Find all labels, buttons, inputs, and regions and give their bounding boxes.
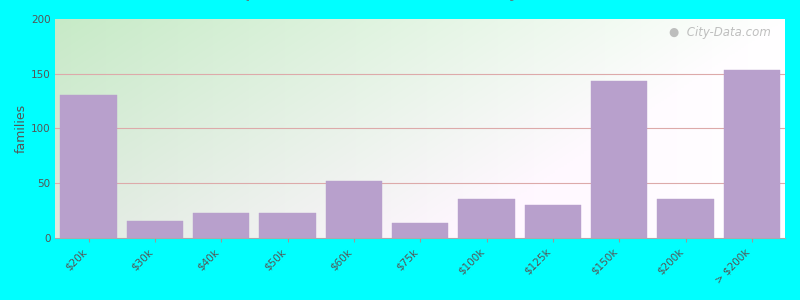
Bar bbox=[392, 223, 448, 238]
Bar bbox=[658, 199, 714, 238]
Bar bbox=[458, 199, 514, 238]
Bar bbox=[326, 181, 382, 238]
Bar bbox=[193, 214, 250, 238]
Bar bbox=[591, 81, 647, 238]
Y-axis label: families: families bbox=[15, 104, 28, 153]
Bar bbox=[525, 205, 581, 238]
Text: Hispanic or Latino residents in Cherry Hill, VA: Hispanic or Latino residents in Cherry H… bbox=[221, 0, 579, 1]
Bar bbox=[60, 95, 117, 238]
Bar bbox=[259, 214, 316, 238]
Bar bbox=[126, 221, 183, 238]
Bar bbox=[724, 70, 780, 238]
Text: ●  City-Data.com: ● City-Data.com bbox=[669, 26, 770, 39]
